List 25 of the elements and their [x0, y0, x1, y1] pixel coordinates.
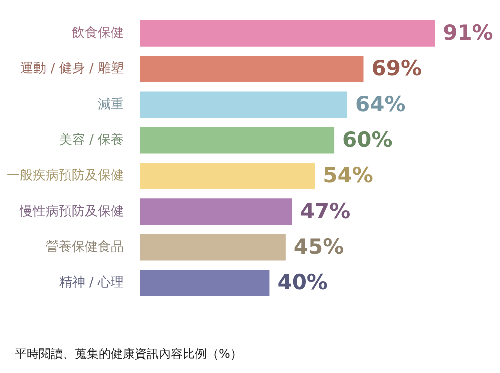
bar	[140, 234, 286, 261]
y-tick-label: 飲食保健	[72, 26, 124, 41]
data-label: 45%	[294, 234, 344, 259]
data-label: 47%	[300, 199, 351, 224]
bar	[140, 20, 436, 47]
data-label: 69%	[372, 56, 422, 81]
y-tick-label: 美容 / 保養	[59, 132, 124, 148]
bar	[140, 56, 364, 82]
bar	[140, 198, 292, 226]
y-tick-label: 運動 / 健身 / 雕塑	[20, 60, 124, 77]
y-tick-label: 一般疾病預防及保健	[7, 168, 124, 184]
data-label: 64%	[356, 92, 406, 116]
bar	[140, 127, 335, 154]
data-label: 54%	[323, 164, 374, 188]
bar	[140, 92, 348, 118]
y-tick-label: 營養保健食品	[46, 240, 124, 255]
y-tick-label: 精神 / 心理	[59, 274, 124, 291]
y-tick-label: 減重	[98, 97, 124, 112]
bar	[140, 270, 270, 296]
data-label: 60%	[342, 128, 393, 152]
bar	[140, 163, 316, 190]
data-label: 91%	[443, 21, 494, 46]
y-tick-label: 慢性病預防及保健	[19, 204, 124, 220]
text: 平時閱讀、蒐集的健康資訊內容比例（%）	[15, 346, 242, 363]
data-label: 40%	[278, 270, 328, 295]
